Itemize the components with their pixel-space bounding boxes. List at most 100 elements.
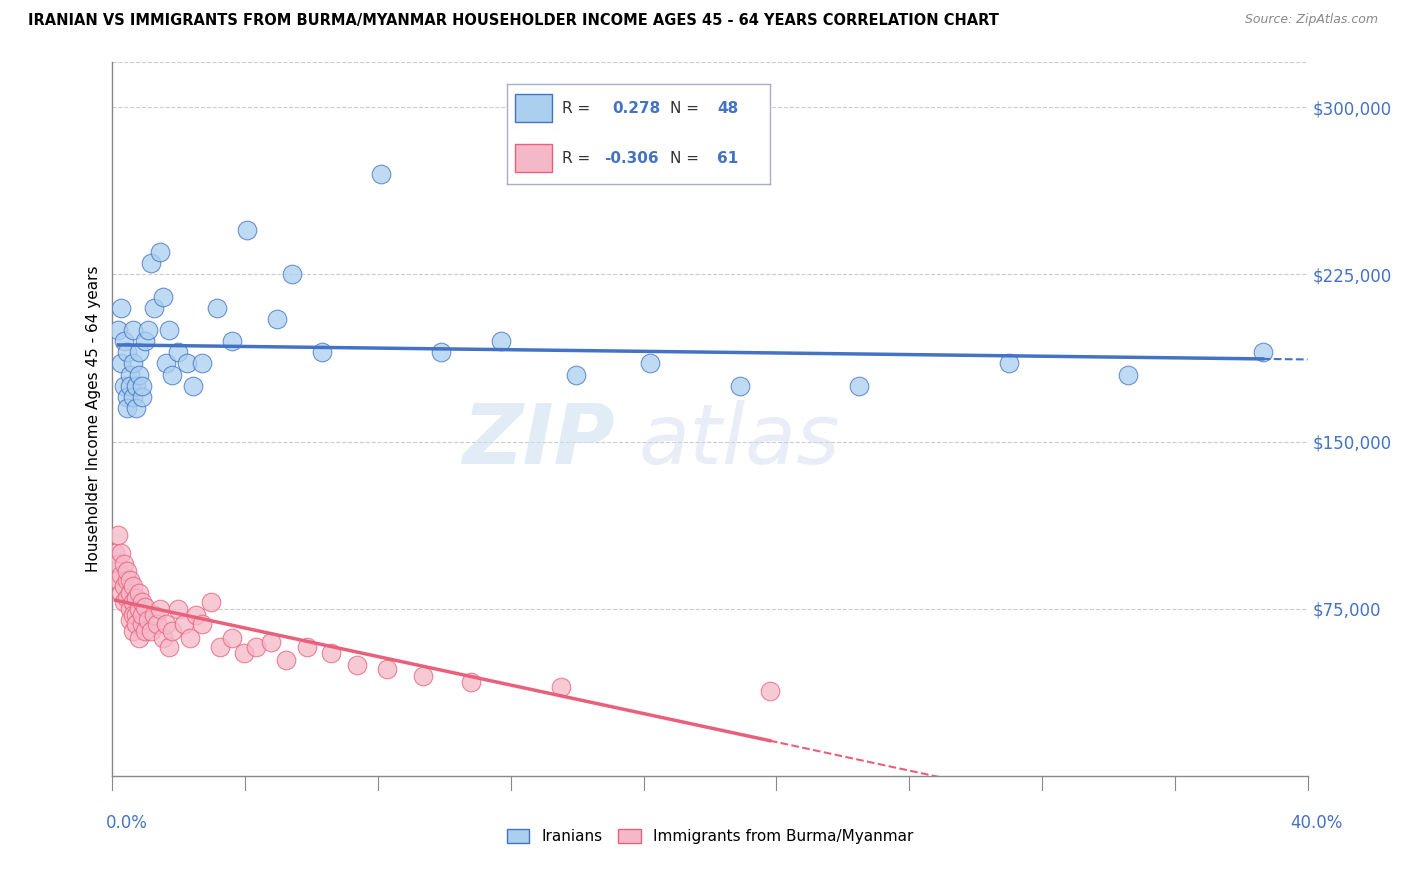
Point [122,624,145,639]
Point [186,608,208,623]
Point [143,608,166,623]
Point [117,564,139,578]
Point [155,356,177,371]
Point [114,334,135,348]
Point [122,323,145,337]
Text: Source: ZipAtlas.com: Source: ZipAtlas.com [1244,13,1378,27]
Point [131,608,153,623]
Point [295,640,318,654]
Point [157,323,180,337]
Point [564,368,586,382]
Point [236,222,259,236]
Point [162,624,183,639]
Point [167,345,190,359]
Point [848,378,870,392]
Point [117,390,139,404]
Point [155,617,177,632]
Point [107,573,129,587]
Point [550,680,572,694]
Point [141,256,163,270]
Point [122,595,145,609]
Point [176,356,198,371]
Point [221,334,243,348]
Point [110,568,132,582]
Point [128,368,150,382]
Point [114,595,135,609]
Point [209,640,232,654]
Point [120,368,142,382]
Point [125,378,148,392]
Point [128,631,150,645]
Point [128,586,150,600]
Point [125,591,148,605]
Point [179,631,201,645]
Point [191,617,214,632]
Point [110,586,132,600]
Point [728,378,751,392]
Point [110,301,132,315]
Point [120,378,142,392]
Point [167,601,190,615]
Point [319,646,342,660]
Point [191,356,214,371]
Point [260,635,283,649]
Point [122,608,145,623]
Text: 40.0%: 40.0% [1291,814,1343,831]
Point [117,591,139,605]
Point [120,601,142,615]
Point [173,617,195,632]
Point [122,390,145,404]
Point [233,646,256,660]
Point [122,356,145,371]
Point [114,378,135,392]
Text: IRANIAN VS IMMIGRANTS FROM BURMA/MYANMAR HOUSEHOLDER INCOME AGES 45 - 64 YEARS C: IRANIAN VS IMMIGRANTS FROM BURMA/MYANMAR… [28,13,1000,29]
Point [128,601,150,615]
Point [141,624,163,639]
Y-axis label: Householder Income Ages 45 - 64 years: Householder Income Ages 45 - 64 years [86,266,101,573]
Point [281,268,304,282]
Point [131,390,153,404]
Point [200,595,222,609]
Point [377,662,399,676]
Point [134,599,156,614]
Point [162,368,183,382]
Point [114,557,135,571]
Point [489,334,512,348]
Point [152,289,174,303]
Point [117,573,139,587]
Point [640,356,662,371]
Text: ZIP: ZIP [461,401,614,481]
Point [1251,345,1274,359]
Point [266,312,288,326]
Point [157,640,180,654]
Point [370,167,392,181]
Point [107,557,129,571]
Point [120,586,142,600]
Point [125,401,148,415]
Point [131,378,153,392]
Point [412,669,434,683]
Point [138,323,160,337]
Text: atlas: atlas [638,401,839,481]
Point [122,580,145,594]
Point [125,617,148,632]
Point [131,595,153,609]
Point [104,546,127,560]
Point [274,653,297,667]
Point [221,631,243,645]
Point [460,675,482,690]
Point [143,301,166,315]
Point [107,528,129,542]
Point [149,601,172,615]
Point [125,608,148,623]
Point [759,684,782,698]
Point [131,617,153,632]
Point [245,640,267,654]
Point [152,631,174,645]
Point [146,617,169,632]
Point [110,356,132,371]
Point [149,244,172,259]
Point [120,613,142,627]
Point [1118,368,1140,382]
Point [311,345,333,359]
